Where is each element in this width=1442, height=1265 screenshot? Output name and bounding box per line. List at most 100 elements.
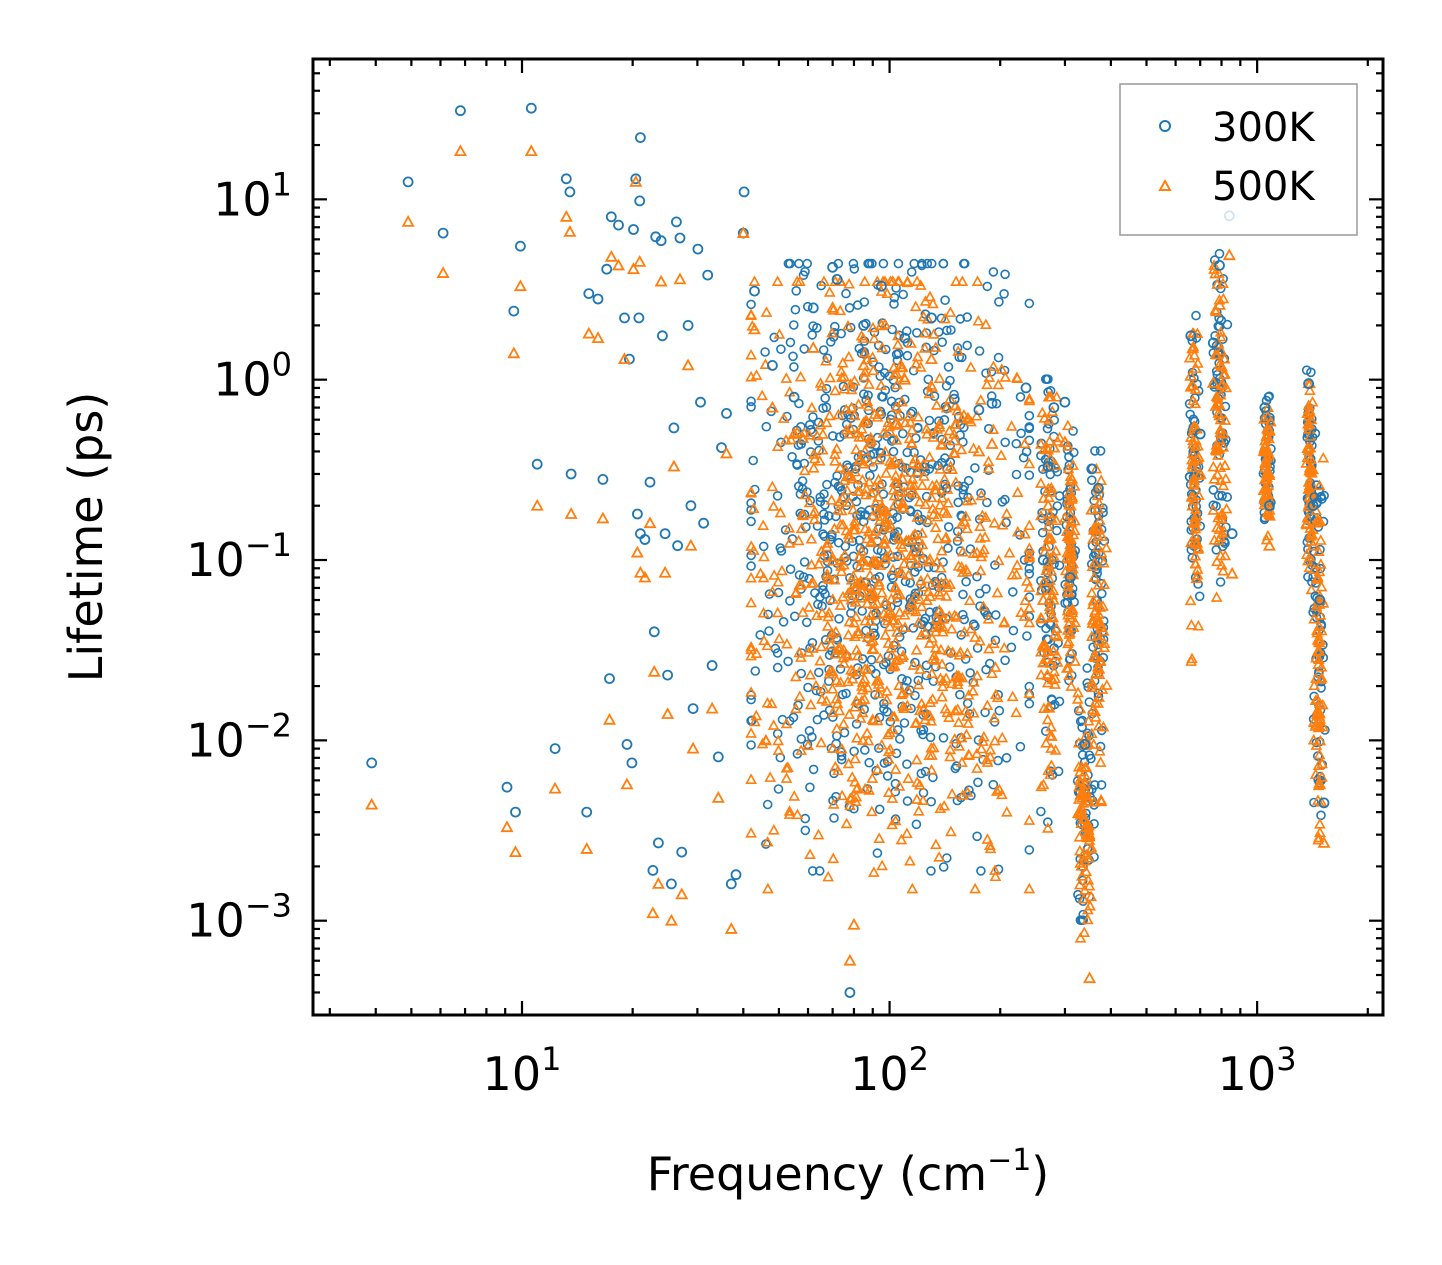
point-500k-cluster (1186, 652, 1198, 664)
point-500k-cluster (1011, 486, 1024, 497)
point-300k-cluster (908, 623, 919, 633)
point-500k-cluster (853, 666, 866, 677)
point-300K (676, 846, 688, 858)
point-500k-cluster (1208, 259, 1221, 270)
point-300k-cluster (796, 734, 807, 744)
point-300K (788, 391, 800, 403)
point-300k-cluster (970, 463, 980, 473)
y-axis-title: Lifetime (ps) (59, 392, 113, 683)
point-500k-cluster (1023, 392, 1036, 404)
point-500k-cluster (766, 480, 779, 492)
point-500k-cluster (948, 609, 961, 620)
point-500k-cluster (1092, 597, 1105, 609)
point-500k-cluster (939, 312, 951, 324)
point-500k-cluster (795, 578, 808, 590)
point-500k-cluster (1045, 720, 1057, 732)
point-300k-cluster (1000, 269, 1010, 280)
point-500k-cluster (1211, 521, 1223, 533)
y-tick-label: 10−2 (186, 706, 292, 767)
point-300k-cluster (820, 634, 831, 645)
point-300k-cluster (887, 324, 898, 335)
point-500k-cluster (847, 523, 860, 535)
point-500K (633, 255, 647, 267)
point-500k-cluster (1265, 415, 1277, 427)
point-500k-cluster (1063, 635, 1075, 647)
point-500k-cluster (1023, 519, 1036, 531)
legend-label-300k: 300K (1212, 105, 1316, 151)
point-500K (843, 953, 857, 966)
point-500k-cluster (860, 483, 873, 494)
series-300K (366, 102, 1330, 998)
point-300k-cluster (940, 295, 950, 306)
point-500k-cluster (880, 693, 893, 705)
point-500k-cluster (910, 753, 923, 765)
point-300K (698, 517, 709, 529)
point-500k-cluster (866, 713, 879, 724)
point-500K (898, 372, 912, 385)
point-500k-cluster (767, 719, 780, 730)
point-500k-cluster (905, 552, 917, 564)
point-500k-cluster (1040, 737, 1052, 748)
point-500k-cluster (873, 832, 886, 843)
point-500k-cluster (987, 360, 1000, 372)
point-300k-cluster (836, 328, 847, 339)
point-500k-cluster (972, 314, 985, 326)
point-500k-cluster (1100, 679, 1113, 690)
point-500k-cluster (845, 383, 858, 395)
point-500k-cluster (845, 791, 858, 803)
point-500k-cluster (1063, 530, 1076, 542)
point-500k-cluster (808, 505, 821, 517)
point-300k-cluster (958, 258, 969, 269)
point-500k-cluster (909, 300, 922, 312)
point-500k-cluster (888, 368, 901, 380)
point-300k-cluster (916, 768, 927, 779)
point-300k-cluster (973, 777, 983, 788)
point-500k-cluster (992, 554, 1005, 566)
point-500k-cluster (889, 636, 902, 647)
point-500K (647, 664, 661, 677)
point-300K (1086, 463, 1098, 475)
point-300k-cluster (776, 344, 786, 355)
point-500k-cluster (960, 563, 972, 575)
point-500k-cluster (816, 693, 828, 704)
point-500k-cluster (977, 600, 990, 612)
point-300k-cluster (791, 285, 802, 296)
point-300k-cluster (955, 689, 965, 700)
point-500k-cluster (856, 554, 868, 566)
point-300k-cluster (849, 264, 860, 274)
point-300k-cluster (820, 500, 830, 510)
point-500k-cluster (1214, 531, 1227, 542)
point-500k-cluster (1183, 351, 1196, 363)
point-500k-cluster (894, 588, 906, 600)
point-500k-cluster (767, 824, 780, 835)
point-300k-cluster (829, 813, 839, 823)
point-500k-cluster (844, 378, 857, 389)
point-500k-cluster (989, 864, 1001, 875)
point-300k-cluster (819, 531, 830, 542)
point-500k-cluster (814, 418, 827, 430)
point-300k-cluster (1096, 780, 1107, 790)
point-500k-cluster (1080, 848, 1093, 860)
point-500k-cluster (1038, 702, 1050, 713)
point-500k-cluster (1307, 733, 1320, 745)
point-300k-cluster (778, 616, 789, 627)
point-500k-cluster (1023, 550, 1036, 562)
point-500k-cluster (1087, 738, 1100, 749)
point-300K (1048, 402, 1060, 414)
series-500K (365, 144, 1331, 984)
point-500k-cluster (952, 560, 965, 571)
point-500k-cluster (912, 678, 925, 690)
point-300k-cluster (750, 666, 761, 676)
point-500k-cluster (907, 530, 919, 541)
point-500k-cluster (889, 814, 902, 826)
point-500K (513, 279, 527, 292)
point-500k-cluster (836, 356, 849, 368)
point-300K (730, 869, 742, 881)
point-500k-cluster (745, 370, 757, 382)
point-500k-cluster (895, 549, 908, 561)
point-500k-cluster (924, 590, 937, 601)
point-300k-cluster (954, 352, 965, 363)
point-500k-cluster (847, 665, 860, 676)
point-500K (924, 352, 938, 365)
point-500k-cluster (896, 567, 908, 578)
